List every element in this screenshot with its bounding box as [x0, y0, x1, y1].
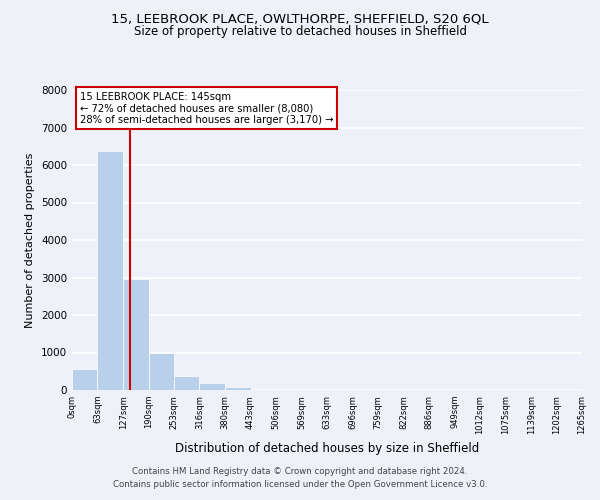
Bar [72, 369, 97, 390]
Bar [149, 354, 174, 390]
Text: 15 LEEBROOK PLACE: 145sqm
← 72% of detached houses are smaller (8,080)
28% of se: 15 LEEBROOK PLACE: 145sqm ← 72% of detac… [80, 92, 333, 124]
Bar [174, 376, 199, 390]
Text: Size of property relative to detached houses in Sheffield: Size of property relative to detached ho… [133, 25, 467, 38]
Bar [199, 384, 225, 390]
Text: Contains public sector information licensed under the Open Government Licence v3: Contains public sector information licen… [113, 480, 487, 489]
Text: 15, LEEBROOK PLACE, OWLTHORPE, SHEFFIELD, S20 6QL: 15, LEEBROOK PLACE, OWLTHORPE, SHEFFIELD… [111, 12, 489, 26]
Text: Contains HM Land Registry data © Crown copyright and database right 2024.: Contains HM Land Registry data © Crown c… [132, 467, 468, 476]
X-axis label: Distribution of detached houses by size in Sheffield: Distribution of detached houses by size … [175, 442, 479, 455]
Bar [123, 280, 149, 390]
Bar [225, 386, 251, 390]
Y-axis label: Number of detached properties: Number of detached properties [25, 152, 35, 328]
Bar [97, 151, 123, 390]
